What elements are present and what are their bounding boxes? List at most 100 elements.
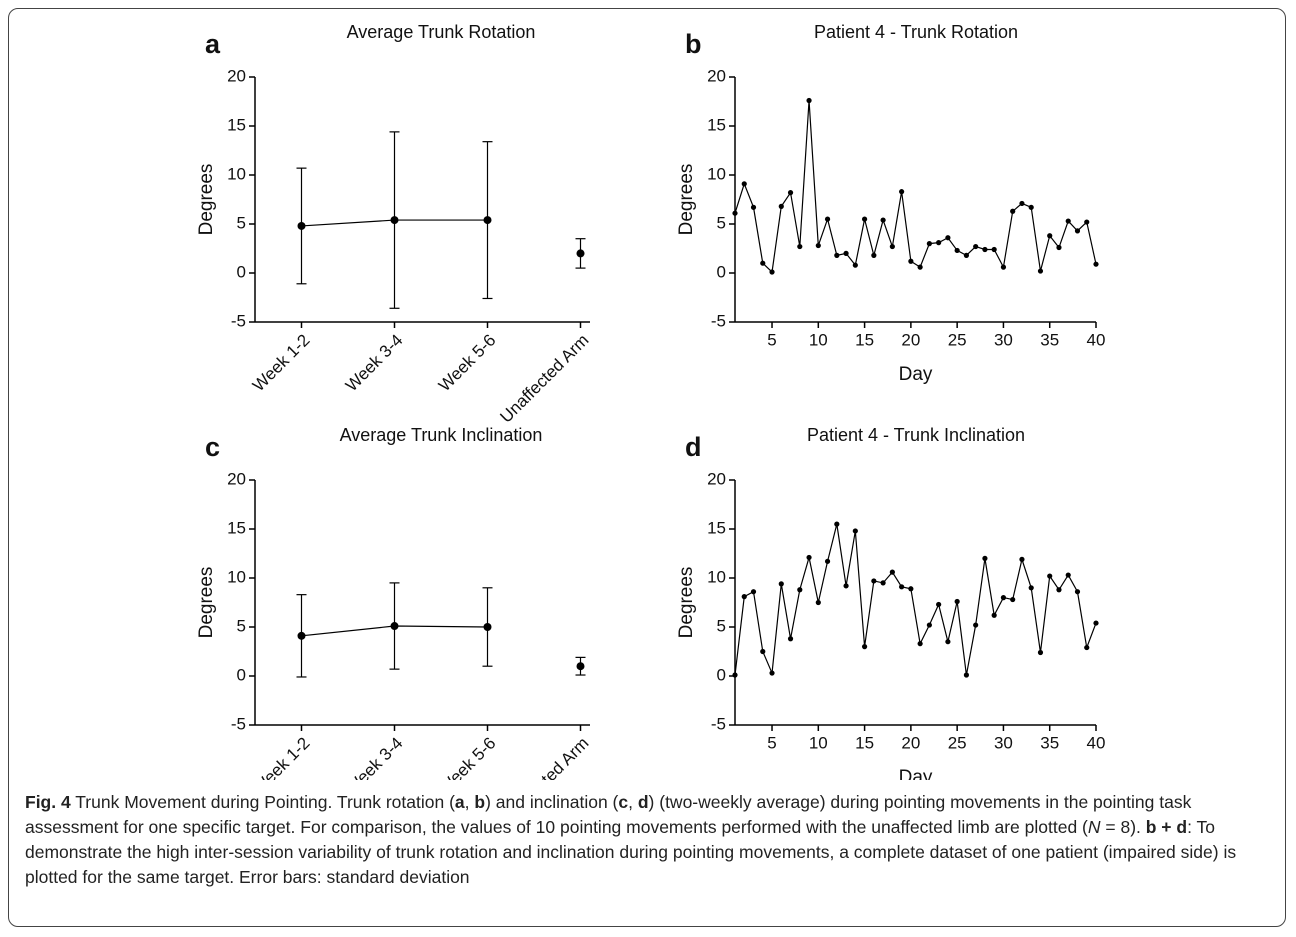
data-point	[954, 598, 960, 605]
data-point	[760, 260, 766, 266]
data-point	[843, 250, 849, 256]
data-point	[297, 631, 306, 640]
data-point	[1019, 200, 1025, 207]
caption-text: = 8).	[1100, 817, 1146, 837]
data-point	[787, 190, 794, 196]
data-point	[1010, 208, 1016, 214]
x-tick-label: 15	[855, 330, 874, 349]
data-point	[741, 181, 747, 187]
x-tick-label: Week 5-6	[435, 331, 500, 396]
data-point	[861, 644, 868, 650]
y-tick-label: 5	[237, 616, 246, 635]
data-point	[297, 221, 306, 230]
chart: a Average Trunk Rotation Degrees -5 0 5 10 15 20…	[196, 22, 1106, 780]
caption: Fig. 4 Trunk Movement during Pointing. T…	[25, 790, 1275, 890]
x-axis-label: Day	[899, 364, 933, 385]
data-point	[483, 623, 492, 631]
y-axis-label: Degrees	[676, 567, 697, 639]
data-point	[1084, 219, 1090, 225]
panel-letter: c	[205, 432, 220, 462]
y-axis-label: Degrees	[676, 164, 697, 236]
data-point	[797, 243, 803, 250]
y-tick-label: 10	[227, 164, 246, 183]
data-point	[936, 601, 942, 608]
data-point	[926, 622, 932, 628]
y-tick-label: 10	[227, 567, 246, 586]
x-tick-label: 40	[1087, 330, 1106, 349]
data-point	[1074, 589, 1081, 595]
data-point	[880, 580, 886, 586]
caption-text: b + d	[1145, 817, 1188, 837]
data-point	[926, 241, 932, 247]
caption-text: b	[474, 792, 486, 812]
data-point	[769, 269, 775, 275]
data-point	[778, 581, 784, 587]
y-tick-label: 0	[237, 665, 246, 684]
data-point	[843, 583, 849, 589]
data-point	[1093, 620, 1099, 626]
data-point	[750, 204, 757, 210]
data-point	[852, 528, 858, 534]
panel-letter: a	[205, 29, 221, 59]
data-point	[945, 639, 951, 645]
panel-letter: d	[685, 432, 702, 462]
x-tick-label: 10	[809, 330, 828, 349]
chart-title: Average Trunk Rotation	[347, 22, 536, 42]
data-point	[963, 252, 970, 258]
data-point	[908, 586, 914, 592]
x-tick-label: Unaffected Arm	[496, 331, 592, 427]
data-point	[1056, 587, 1062, 593]
data-point	[787, 636, 794, 642]
data-point	[824, 558, 831, 564]
caption-text: ) (two-weekly average) during pointing m…	[25, 792, 1192, 837]
x-tick-label: 10	[809, 733, 828, 752]
y-tick-label: -5	[711, 311, 726, 330]
data-point	[1047, 233, 1053, 239]
data-point	[834, 252, 840, 258]
data-point	[871, 578, 877, 584]
y-tick-label: 20	[227, 469, 246, 488]
data-point	[390, 622, 399, 631]
data-point	[982, 246, 988, 253]
x-tick-label: 35	[1040, 330, 1059, 349]
x-tick-label: 15	[855, 733, 874, 752]
y-tick-label: 5	[717, 616, 726, 635]
y-axis-label: Degrees	[196, 567, 217, 639]
data-point	[954, 247, 960, 254]
data-point	[871, 252, 877, 258]
data-point	[1047, 573, 1053, 579]
data-point	[824, 216, 831, 222]
caption-text: N	[1087, 817, 1101, 837]
data-point	[917, 264, 923, 270]
data-point	[1028, 204, 1034, 210]
x-tick-label: 25	[948, 733, 967, 752]
data-point	[815, 242, 821, 249]
data-point	[899, 189, 905, 195]
caption-text: a	[454, 792, 465, 812]
y-tick-label: -5	[711, 714, 726, 733]
data-point	[899, 584, 905, 590]
data-point	[1037, 649, 1044, 656]
x-tick-label: 25	[948, 330, 967, 349]
x-tick-label: 5	[767, 733, 776, 752]
y-tick-label: 10	[707, 567, 726, 586]
data-point	[889, 243, 895, 250]
caption-text: ) and inclination (	[485, 792, 619, 812]
data-point	[834, 521, 840, 527]
data-point	[889, 569, 895, 575]
y-tick-label: 20	[707, 469, 726, 488]
data-point	[815, 599, 821, 606]
data-point	[973, 243, 979, 250]
y-tick-label: 15	[707, 115, 726, 134]
x-tick-label: 40	[1087, 733, 1106, 752]
x-tick-label: Week 3-4	[342, 734, 407, 780]
data-point	[1084, 644, 1090, 651]
x-tick-label: 5	[767, 330, 776, 349]
y-tick-label: -5	[231, 311, 246, 330]
data-point	[973, 622, 979, 628]
y-tick-label: 0	[237, 262, 246, 281]
data-point	[991, 246, 997, 253]
data-point	[760, 648, 766, 655]
data-point	[732, 672, 738, 678]
data-point	[732, 210, 738, 216]
